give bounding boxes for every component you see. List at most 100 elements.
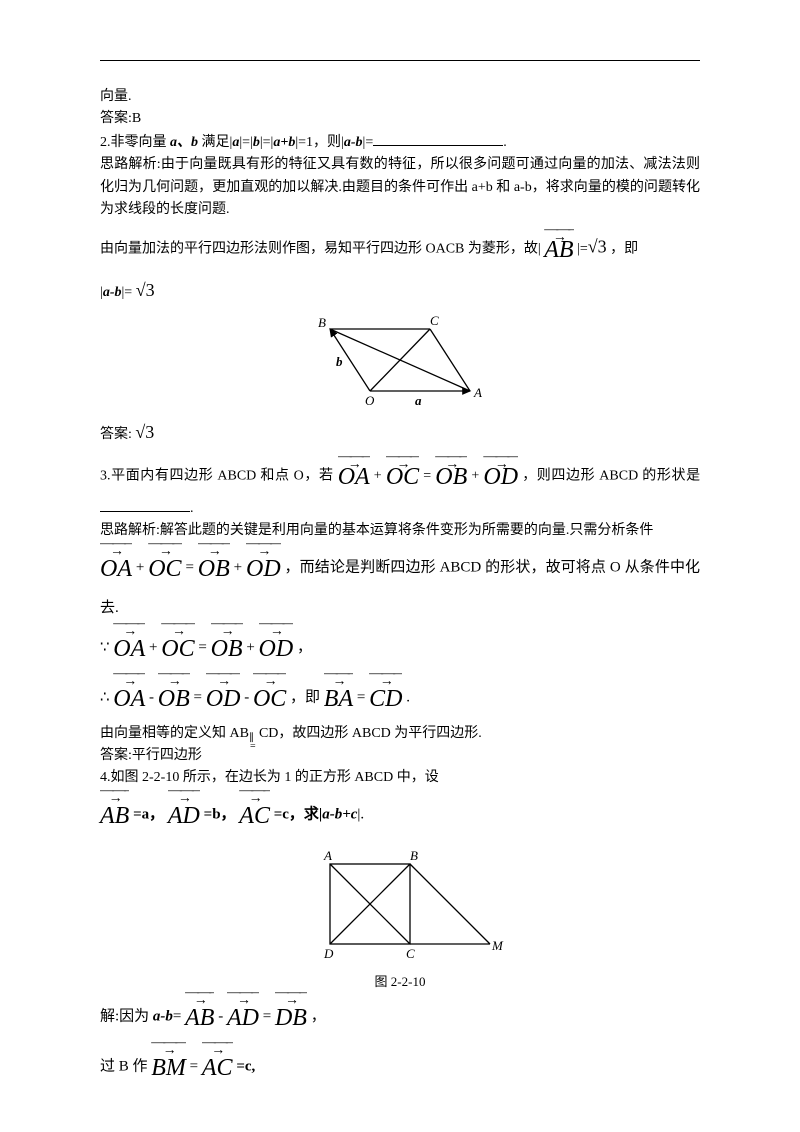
q2-res-mid: |= [121, 285, 135, 300]
vec-CD: ———→CD [369, 673, 402, 723]
answer-3: 答案:平行四边形 [100, 745, 700, 767]
q2-rule-pre: 由向量加法的平行四边形法则作图，易知平行四边形 OACB 为菱形，故| [100, 242, 544, 257]
vec-OD-3: ———→OD [259, 623, 294, 673]
q2-rule-post: |= [577, 242, 588, 257]
q3-conclusion: 由向量相等的定义知 AB∥=CD，故四边形 ABCD 为平行四边形. [100, 723, 700, 745]
t: + [149, 639, 157, 655]
sol-line2: 过 B 作 ———→BM = ———→AC =c, [100, 1042, 700, 1092]
q2-m5: |= [363, 135, 374, 150]
figure-1: O A B C a b [100, 311, 700, 416]
because: ∵ [100, 639, 110, 655]
q2-stem: 2.非零向量 a、b 满足|a|=|b|=|a+b|=1，则|a-b|=. [100, 131, 700, 154]
vec-lbl: OB [158, 686, 190, 712]
vec-lbl: AB [100, 803, 129, 829]
t: 解:因为 [100, 1008, 153, 1024]
vec-OC-3: ———→OC [161, 623, 194, 673]
vec-OD-1: ———→OD [483, 456, 518, 496]
q3-line2: ———→OA + ———→OC = ———→OB + ———→OD ，而结论是判… [100, 543, 700, 623]
svg-text:C: C [430, 313, 439, 328]
q3-line3: ∵ ———→OA + ———→OC = ———→OB + ———→OD ， [100, 623, 700, 673]
sol-line1: 解:因为 a-b= ———→AB - ———→AD = ———→DB ， [100, 992, 700, 1042]
t: + [234, 559, 242, 575]
vec-lbl: CD [369, 686, 402, 712]
vec-OD-4: ———→OD [206, 673, 241, 723]
t: |. [357, 806, 364, 822]
svg-text:A: A [473, 385, 482, 400]
vec-OA-2: ———→OA [100, 543, 132, 593]
t: = [173, 1008, 185, 1024]
vec-lbl: AD [168, 803, 200, 829]
vec-lbl: OC [161, 636, 194, 662]
vec-lbl: BA [324, 686, 353, 712]
q2-analysis: 思路解析:由于向量既具有形的特征又具有数的特征，所以很多问题可通过向量的加法、减… [100, 154, 700, 221]
q2-m2: |=| [239, 135, 253, 150]
vec-AB-q4: ———→AB [100, 790, 129, 840]
q2-m1: 满足| [198, 135, 232, 150]
vec-lbl: OA [100, 556, 132, 582]
answer-1: 答案:B [100, 108, 700, 130]
q2-ab2: a+b [273, 135, 295, 150]
q3-eq: = [423, 469, 431, 484]
q3-blank [100, 497, 190, 512]
q2-m3: |=| [260, 135, 274, 150]
vec-OB-1: ———→OB [435, 456, 467, 496]
t: = [190, 1058, 198, 1074]
vec-OB-2: ———→OB [198, 543, 230, 593]
vec-lbl: OA [113, 686, 145, 712]
t: 过 B 作 [100, 1058, 148, 1074]
t: =a， [133, 806, 164, 822]
vec-lbl: OC [148, 556, 181, 582]
vec-lbl: AB [185, 1005, 214, 1031]
t: =c, [236, 1058, 255, 1074]
t: ，即 [290, 689, 320, 705]
ans2-pre: 答案: [100, 427, 135, 442]
vec-OA-1: ———→OA [338, 456, 370, 496]
t: + [136, 559, 144, 575]
t: = [263, 1008, 271, 1024]
t: =b， [204, 806, 236, 822]
vec-AD-q4: ———→AD [168, 790, 200, 840]
q2-m4: |=1，则| [295, 135, 344, 150]
svg-text:M: M [491, 938, 504, 953]
q2-b1: b [253, 135, 260, 150]
vec-OB-3: ———→OB [211, 623, 243, 673]
vec-lbl: OB [198, 556, 230, 582]
svg-text:D: D [323, 946, 334, 961]
therefore: ∴ [100, 689, 110, 705]
q2-lead: 2.非零向量 [100, 135, 170, 150]
t: = [198, 639, 206, 655]
vec-lbl: OD [259, 636, 294, 662]
svg-text:O: O [365, 393, 375, 408]
vec-lbl: AD [227, 1005, 259, 1031]
q3-analysis: 思路解析:解答此题的关键是利用向量的基本运算将条件变形为所需要的向量.只需分析条… [100, 520, 700, 542]
fig2-caption: 图 2-2-10 [100, 971, 700, 990]
vec-OB-4: ———→OB [158, 673, 190, 723]
vec-AB-s: ———→AB [185, 992, 214, 1042]
q4-assign: ———→AB =a， ———→AD =b， ———→AC =c，求|a-b+c|… [100, 790, 700, 840]
vec-OC-4: ———→OC [253, 673, 286, 723]
svg-text:b: b [336, 354, 343, 369]
vec-AD-s: ———→AD [227, 992, 259, 1042]
q3-line4: ∴ ———→OA - ———→OB = ———→OD - ———→OC ，即 —… [100, 673, 700, 723]
q2-blank [373, 131, 503, 146]
ans2-val: √3 [135, 422, 154, 442]
q2-res-val: √3 [136, 280, 155, 300]
q3-p1: + [374, 469, 382, 484]
q2-amb: a-b [344, 135, 363, 150]
vec-AC-q4: ———→AC [239, 790, 270, 840]
q2-rule-val: √3 [588, 237, 607, 257]
vec-DB-s: ———→DB [275, 992, 307, 1042]
t: - [244, 689, 249, 705]
vec-lbl: BM [151, 1055, 186, 1081]
t: = [357, 689, 365, 705]
vec-lbl: OD [206, 686, 241, 712]
vec-lbl: AC [202, 1055, 233, 1081]
t: ， [311, 1008, 326, 1024]
figure-2: A B D C M 图 2-2-10 [100, 846, 700, 990]
svg-text:A: A [323, 848, 332, 863]
vec-OD-2: ———→OD [246, 543, 281, 593]
t: ， [297, 639, 312, 655]
q3-lead: 3.平面内有四边形 ABCD 和点 O，若 [100, 469, 338, 484]
svg-text:B: B [410, 848, 418, 863]
sol-expr: a-b [153, 1008, 173, 1024]
